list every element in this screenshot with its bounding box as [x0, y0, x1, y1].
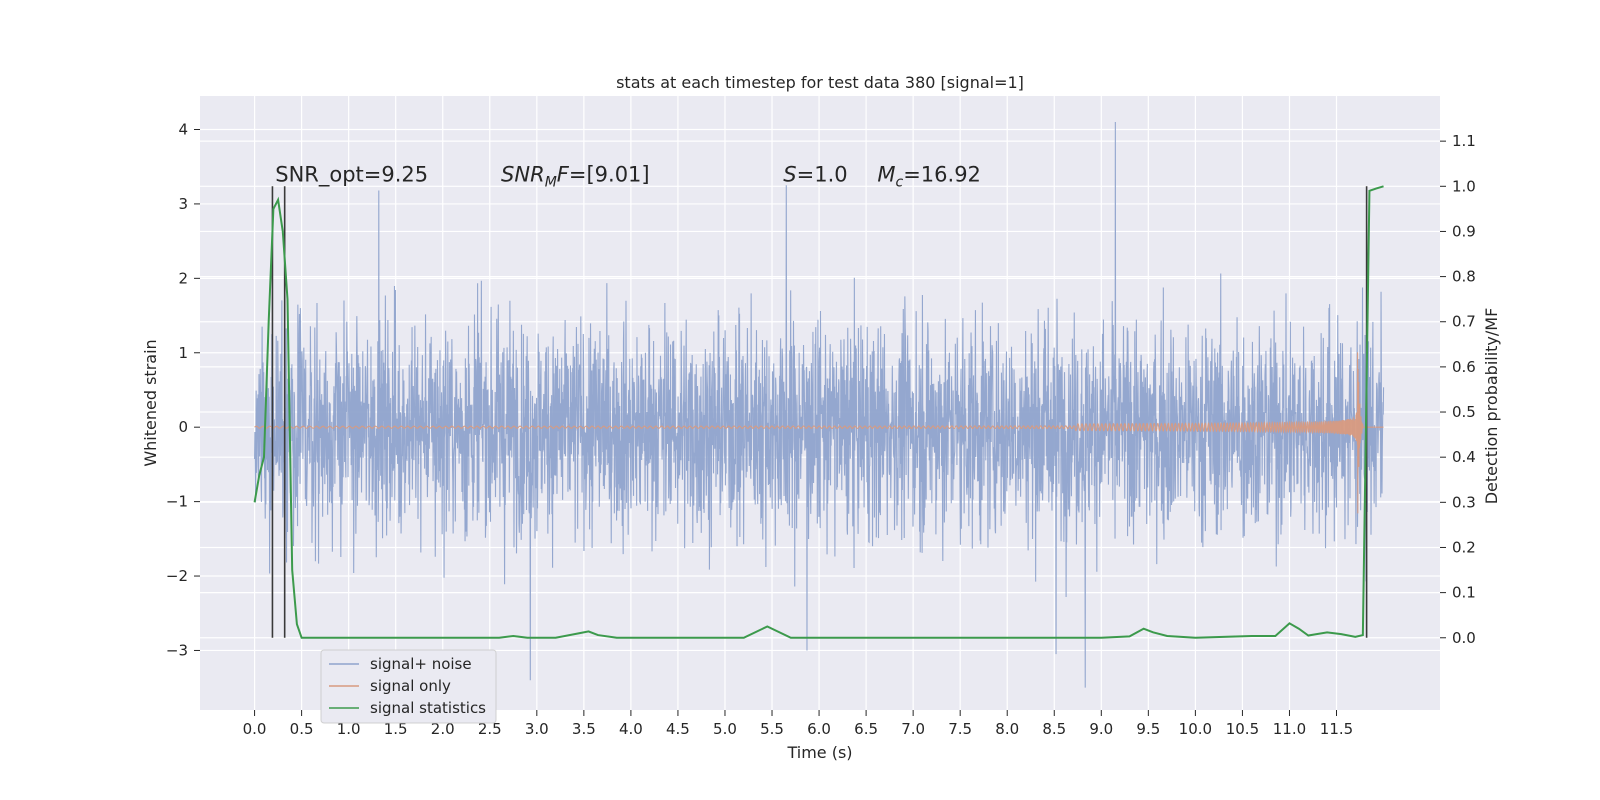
y-left-tick-label: −3 [166, 641, 188, 659]
series-signal-noise [254, 122, 1385, 688]
x-tick-label: 0.0 [243, 720, 267, 738]
y-right-tick-label: 0.4 [1452, 448, 1476, 466]
x-tick-label: 2.0 [431, 720, 455, 738]
y-right-tick-label: 0.1 [1452, 584, 1476, 602]
x-tick-label: 11.0 [1273, 720, 1306, 738]
legend-label-signal-noise: signal+ noise [370, 655, 472, 673]
legend-label-signal-only: signal only [370, 677, 451, 695]
annotation-text: S=1.0 [783, 163, 847, 187]
x-tick-label: 11.5 [1320, 720, 1353, 738]
annotation-text: SNRMF=[9.01] [501, 163, 650, 191]
y-axis-left: −3 −2 −1 0 1 2 3 4 [166, 120, 200, 659]
x-tick-label: 1.5 [384, 720, 408, 738]
y-right-tick-label: 0.5 [1452, 403, 1476, 421]
x-tick-label: 9.5 [1136, 720, 1160, 738]
y-left-tick-label: 2 [178, 269, 188, 287]
x-tick-label: 10.5 [1226, 720, 1259, 738]
x-tick-label: 4.0 [619, 720, 643, 738]
x-tick-label: 6.0 [807, 720, 831, 738]
y-left-tick-label: −2 [166, 567, 188, 585]
x-axis: 0.0 0.5 1.0 1.5 2.0 2.5 3.0 3.5 4.0 4.5 5.0 5.5 6.0 6… [243, 710, 1353, 738]
x-tick-label: 9.0 [1089, 720, 1113, 738]
x-tick-label: 6.5 [854, 720, 878, 738]
y-left-tick-label: 1 [178, 344, 188, 362]
annotation-text: Mc=16.92 [877, 163, 981, 191]
y-axis-right-label: Detection probability/MF [1482, 308, 1501, 505]
annotations: SNR_opt=9.25 SNRMF=[9.01] S=1.0 Mc=16.92 [275, 163, 981, 191]
y-right-tick-label: 1.1 [1452, 132, 1476, 150]
annotation-text: SNR_opt=9.25 [275, 163, 428, 188]
y-right-tick-label: 0.2 [1452, 538, 1476, 556]
legend-box [320, 649, 497, 724]
y-left-tick-label: 3 [178, 195, 188, 213]
chart-title: stats at each timestep for test data 380… [616, 73, 1024, 92]
y-right-tick-label: 0.7 [1452, 313, 1476, 331]
data-layer [253, 122, 1385, 688]
y-right-tick-label: 1.0 [1452, 177, 1476, 195]
series-signal-only [254, 352, 1384, 514]
y-right-tick-label: 0.3 [1452, 493, 1476, 511]
y-right-tick-label: 0.6 [1452, 358, 1476, 376]
series-signal-statistics [253, 185, 1384, 639]
x-tick-label: 3.0 [525, 720, 549, 738]
x-tick-label: 5.5 [760, 720, 784, 738]
x-tick-label: 10.0 [1179, 720, 1212, 738]
y-axis-left-label: Whitened strain [141, 339, 160, 466]
x-tick-label: 8.5 [1042, 720, 1066, 738]
x-tick-label: 8.0 [995, 720, 1019, 738]
y-left-tick-label: 0 [178, 418, 188, 436]
x-tick-label: 2.5 [478, 720, 502, 738]
legend: signal+ noise signal only signal statist… [320, 649, 497, 724]
legend-label-signal-statistics: signal statistics [370, 699, 486, 717]
x-tick-label: 3.5 [572, 720, 596, 738]
x-tick-label: 4.5 [666, 720, 690, 738]
x-tick-label: 5.0 [713, 720, 737, 738]
y-right-tick-label: 0.9 [1452, 222, 1476, 240]
y-left-tick-label: −1 [166, 493, 188, 511]
x-axis-label: Time (s) [786, 743, 852, 762]
y-right-tick-label: 0.8 [1452, 268, 1476, 286]
x-tick-label: 0.5 [290, 720, 314, 738]
x-tick-label: 7.5 [948, 720, 972, 738]
y-axis-right: 0.0 0.1 0.2 0.3 0.4 0.5 0.6 0.7 0.8 0.9 1.0 1.1 [1440, 132, 1476, 647]
y-left-tick-label: 4 [178, 120, 188, 138]
x-tick-label: 7.0 [901, 720, 925, 738]
y-right-tick-label: 0.0 [1452, 629, 1476, 647]
x-tick-label: 1.0 [337, 720, 361, 738]
